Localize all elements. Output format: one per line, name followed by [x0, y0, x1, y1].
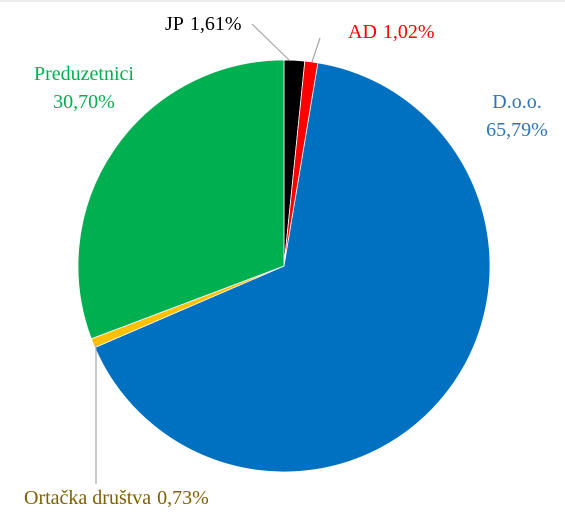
label-value: 65,79% — [486, 119, 548, 141]
label-name: AD — [348, 21, 377, 43]
pie-slice — [94, 62, 491, 473]
pie-slice — [77, 59, 285, 340]
data-label: AD 1,02% — [348, 21, 435, 43]
data-label: Ortačka društva 0,73% — [24, 487, 209, 509]
label-value: 0,73% — [157, 487, 209, 509]
label-name: Preduzetnici — [34, 63, 134, 85]
label-value: 1,61% — [190, 13, 242, 35]
label-value: 1,02% — [383, 21, 435, 43]
label-name: D.o.o. — [492, 91, 541, 113]
label-name: JP — [165, 13, 184, 35]
leader-line — [311, 37, 321, 63]
data-label: Preduzetnici 30,70% — [34, 63, 134, 113]
leader-line — [251, 23, 290, 61]
data-label: JP 1,61% — [165, 13, 242, 35]
label-name: Ortačka društva — [24, 487, 151, 509]
label-value: 30,70% — [53, 91, 115, 113]
data-label: D.o.o. 65,79% — [486, 91, 548, 141]
